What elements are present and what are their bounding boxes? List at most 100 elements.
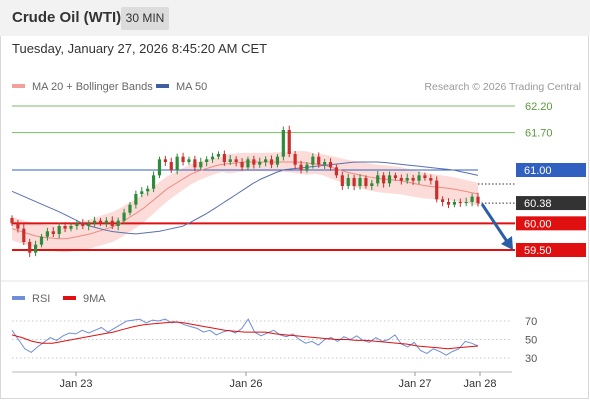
- x-axis: Jan 23 Jan 26 Jan 27 Jan 28: [12, 371, 512, 390]
- candle-body: [334, 167, 339, 176]
- last-price-label: 60.38: [524, 198, 552, 210]
- rsi-legend-label: RSI: [32, 293, 50, 305]
- candle-body: [264, 159, 268, 162]
- candle-body: [246, 159, 250, 168]
- candle-body: [476, 196, 480, 204]
- candle-body: [216, 154, 221, 157]
- candle-body: [163, 159, 167, 162]
- x-tick-label: Jan 27: [398, 378, 431, 390]
- candle-body: [69, 226, 73, 229]
- candle-body: [317, 156, 321, 165]
- candle-body: [228, 159, 232, 162]
- support-box: [516, 243, 586, 257]
- candle-body: [417, 175, 421, 181]
- candle-body: [92, 220, 97, 224]
- candle-body: [405, 178, 409, 181]
- x-tick-label: Jan 28: [463, 378, 496, 390]
- candle-body: [140, 191, 144, 194]
- pivot-box: [516, 163, 586, 177]
- forecast-arrow-line: [480, 203, 510, 244]
- pivot-label: 61.00: [524, 165, 552, 177]
- timestamp: Tuesday, January 27, 2026 8:45:20 AM CET: [12, 41, 268, 56]
- candle-body: [305, 164, 309, 170]
- support-label: 59.50: [524, 245, 552, 257]
- candle-body: [199, 162, 203, 168]
- candle-body: [169, 162, 173, 170]
- resistance-label: 61.70: [525, 128, 553, 140]
- candle-body: [128, 204, 132, 213]
- candle-body: [193, 159, 197, 168]
- candle-body: [87, 223, 91, 226]
- candle-body: [81, 223, 85, 226]
- candle-body: [411, 178, 415, 181]
- chart-frame: [0, 36, 589, 399]
- candle-body: [205, 159, 209, 162]
- rsi-line: [11, 318, 479, 356]
- timeframe-badge[interactable]: 30 MIN: [121, 7, 169, 30]
- forecast-arrow-head: [501, 236, 513, 250]
- chart-header: Crude Oil (WTI) 30 MIN: [0, 0, 590, 36]
- candle-body: [181, 156, 185, 162]
- candle-body: [175, 156, 179, 170]
- candle-body: [28, 242, 32, 253]
- support-box: [516, 216, 586, 231]
- candle-body: [423, 175, 427, 178]
- candle-body: [269, 159, 274, 165]
- candle-body: [328, 162, 333, 168]
- rsi-legend-swatch: [12, 296, 25, 300]
- candle-body: [240, 162, 244, 168]
- candle-body: [364, 178, 368, 186]
- candle-body: [323, 162, 327, 165]
- candle-body: [293, 154, 297, 165]
- candle-body: [51, 231, 55, 234]
- candle-body: [10, 218, 14, 224]
- rsi-tick-label: 70: [525, 316, 537, 328]
- candle-body: [110, 220, 114, 226]
- candle-body: [16, 223, 20, 229]
- rsi-legend-swatch: [63, 296, 76, 300]
- candle-body: [104, 220, 108, 224]
- candle-body: [376, 175, 380, 184]
- candle-body: [311, 156, 315, 165]
- candle-body: [258, 162, 262, 165]
- candle-body: [39, 236, 44, 245]
- rsi-tick-label: 30: [525, 353, 537, 365]
- candle-body: [358, 178, 362, 186]
- price-panel: 62.20 61.70 61.00 60.38 60.00 59.50: [10, 101, 586, 257]
- x-tick-label: Jan 23: [59, 378, 92, 390]
- candle-body: [464, 202, 468, 204]
- candle-body: [370, 183, 374, 186]
- candle-body: [75, 223, 79, 226]
- candle-body: [187, 159, 191, 162]
- rsi-legend-label: 9MA: [83, 293, 106, 305]
- candle-body: [393, 175, 398, 178]
- candle-body: [151, 175, 156, 189]
- candle-body: [340, 175, 344, 186]
- support-label: 60.00: [524, 218, 552, 230]
- candle-body: [281, 130, 285, 157]
- chart-legend: MA 20 + Bollinger Bands MA 50 Research © 2…: [12, 81, 581, 93]
- candle-body: [399, 178, 403, 181]
- candle-body: [275, 156, 280, 165]
- candle-body: [352, 178, 356, 186]
- resistance-label: 62.20: [525, 101, 553, 113]
- candle-body: [252, 159, 256, 165]
- candle-body: [33, 244, 38, 253]
- candle-body: [134, 194, 138, 205]
- candle-body: [470, 196, 474, 202]
- candle-body: [441, 199, 445, 202]
- candle-body: [22, 228, 26, 242]
- instrument-title: Crude Oil (WTI): [12, 9, 122, 26]
- last-price-box: [516, 196, 586, 211]
- rsi-tick-label: 50: [525, 335, 537, 347]
- candle-body: [57, 226, 61, 234]
- candle-body: [446, 202, 451, 205]
- bollinger-bands: [12, 151, 478, 253]
- candle-body: [287, 130, 291, 154]
- rsi-panel: RSI 9MA 70 50 30: [1, 280, 588, 365]
- candle-body: [387, 175, 392, 184]
- candle-body: [222, 154, 226, 162]
- candle-body: [63, 226, 67, 229]
- candle-body: [45, 231, 49, 237]
- legend-swatch: [156, 84, 169, 88]
